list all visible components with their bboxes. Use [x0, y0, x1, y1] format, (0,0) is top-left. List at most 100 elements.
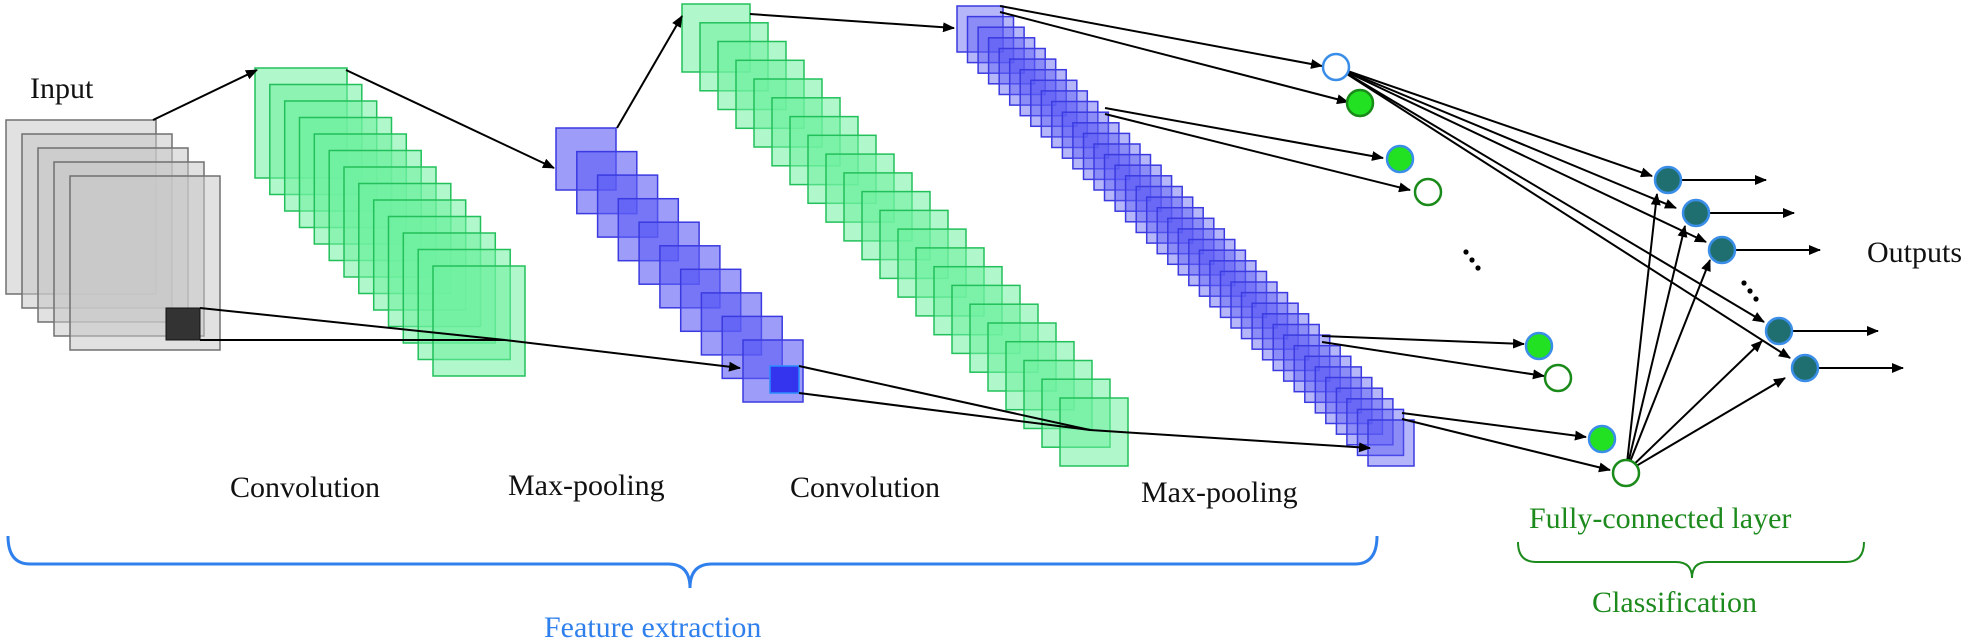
fc-connection — [1335, 66, 1765, 323]
flatten-arrow — [999, 11, 1349, 105]
fc-connection — [1335, 66, 1653, 178]
conv1-feature-map — [432, 265, 526, 377]
max-pooling-1-label: Max-pooling — [508, 469, 665, 502]
convolution-2-label: Convolution — [790, 471, 940, 504]
connection-lines — [152, 5, 1904, 473]
pool2-feature-map — [1325, 376, 1373, 425]
pool2-feature-map — [1367, 419, 1415, 467]
convolution-1-label: Convolution — [230, 471, 380, 504]
flatten-arrow — [1401, 412, 1587, 441]
flattened-node-hollow — [1543, 363, 1573, 393]
flatten-arrow — [1321, 341, 1545, 380]
pool2-feature-map — [1251, 302, 1299, 350]
flattened-node-hollow — [1413, 177, 1443, 207]
flatten-arrow — [1104, 113, 1411, 193]
output-node — [1681, 198, 1711, 228]
projection-line — [199, 307, 506, 341]
input-image-stack — [5, 119, 221, 351]
pool2-feature-map — [1008, 58, 1057, 106]
fc-connection — [1625, 377, 1786, 473]
max-pooling-1-feature-maps — [555, 127, 804, 403]
flatten-arrow — [1321, 335, 1525, 349]
flow-arrow — [345, 69, 555, 169]
pool2-feature-map — [1230, 281, 1278, 329]
pool2-feature-map — [1051, 100, 1099, 149]
max-pooling-2-feature-maps — [956, 5, 1415, 467]
pool2-feature-map — [1261, 313, 1310, 361]
flattened-node-filled — [1385, 144, 1415, 174]
flatten-arrow — [1104, 107, 1384, 161]
convolution-1-feature-maps — [254, 67, 526, 377]
pool2-feature-map — [1346, 398, 1394, 446]
pool2-feature-map — [1156, 206, 1204, 255]
projection-line — [798, 392, 1091, 431]
pool2-feature-map — [1040, 90, 1089, 138]
pool2-feature-map — [1019, 68, 1067, 117]
pool2-feature-map — [1167, 217, 1215, 266]
flattened-node-filled — [1587, 424, 1617, 454]
max-pooling-2-label: Max-pooling — [1141, 476, 1298, 509]
flatten-arrow — [999, 5, 1323, 69]
pool2-feature-map — [1124, 175, 1173, 223]
output-node — [1790, 353, 1820, 383]
fc-connection — [1335, 66, 1791, 359]
fc-connection — [1625, 225, 1688, 473]
pool2-feature-map — [1114, 164, 1162, 212]
convolution-2-feature-maps — [681, 3, 1129, 467]
projection-arrow — [1089, 429, 1371, 453]
pool2-feature-map — [1304, 355, 1352, 404]
pool2-feature-map — [977, 26, 1025, 74]
projection-line — [798, 365, 1091, 431]
classification-brace — [1517, 541, 1865, 579]
pool2-feature-map — [1314, 366, 1363, 414]
flattened-node-hollow — [1321, 52, 1351, 82]
fc-connection — [1625, 193, 1661, 473]
pool2-feature-map — [1293, 344, 1341, 393]
pool2-feature-map — [1219, 270, 1268, 319]
pool2-feature-map — [1198, 249, 1247, 297]
pool2-feature-map — [1177, 228, 1226, 276]
pool2-feature-map — [966, 15, 1015, 64]
output-node — [1653, 165, 1683, 195]
flattened-node-filled — [1345, 88, 1375, 118]
feature-extraction-label: Feature extraction — [544, 611, 761, 643]
pool2-feature-map — [1061, 111, 1110, 159]
output-node — [1764, 316, 1794, 346]
feature-extraction-brace — [6, 535, 1379, 589]
fully-connected-label: Fully-connected layer — [1529, 502, 1791, 535]
flow-arrow — [152, 69, 258, 121]
projection-arrow — [504, 339, 741, 372]
pool2-feature-map — [1135, 185, 1183, 234]
pool2-feature-map — [1103, 153, 1152, 202]
fc-connection — [1625, 259, 1711, 473]
pool2-feature-map — [956, 5, 1004, 53]
pool1-window — [769, 365, 800, 394]
pool2-feature-map — [1272, 323, 1320, 372]
outputs-label: Outputs — [1867, 236, 1962, 269]
input-kernel-window — [165, 307, 201, 341]
output-node — [1707, 235, 1737, 265]
flow-arrow — [749, 13, 955, 33]
pool2-feature-map — [1145, 196, 1194, 244]
fc-connection — [1335, 66, 1707, 243]
pool2-feature-map — [1072, 122, 1120, 170]
ellipsis-dots — [1463, 249, 1759, 302]
pool2-feature-map — [1030, 79, 1078, 128]
pool2-feature-map — [987, 37, 1036, 85]
pool2-feature-map — [1209, 260, 1257, 308]
output-nodes — [1653, 165, 1820, 383]
fc-connection — [1335, 66, 1677, 209]
pool2-feature-map — [1082, 132, 1131, 181]
flatten-arrow — [1401, 418, 1611, 473]
pool2-feature-map — [1240, 291, 1289, 340]
pool2-feature-map — [1093, 143, 1141, 191]
classification-label: Classification — [1592, 586, 1757, 619]
pool2-feature-map — [1188, 238, 1236, 287]
pool2-feature-map — [998, 47, 1046, 96]
flattened-node-hollow — [1611, 458, 1641, 488]
input-label: Input — [30, 72, 94, 105]
pool2-feature-map — [1335, 387, 1384, 435]
flattened-nodes — [1321, 52, 1641, 488]
flow-arrow — [616, 15, 683, 129]
